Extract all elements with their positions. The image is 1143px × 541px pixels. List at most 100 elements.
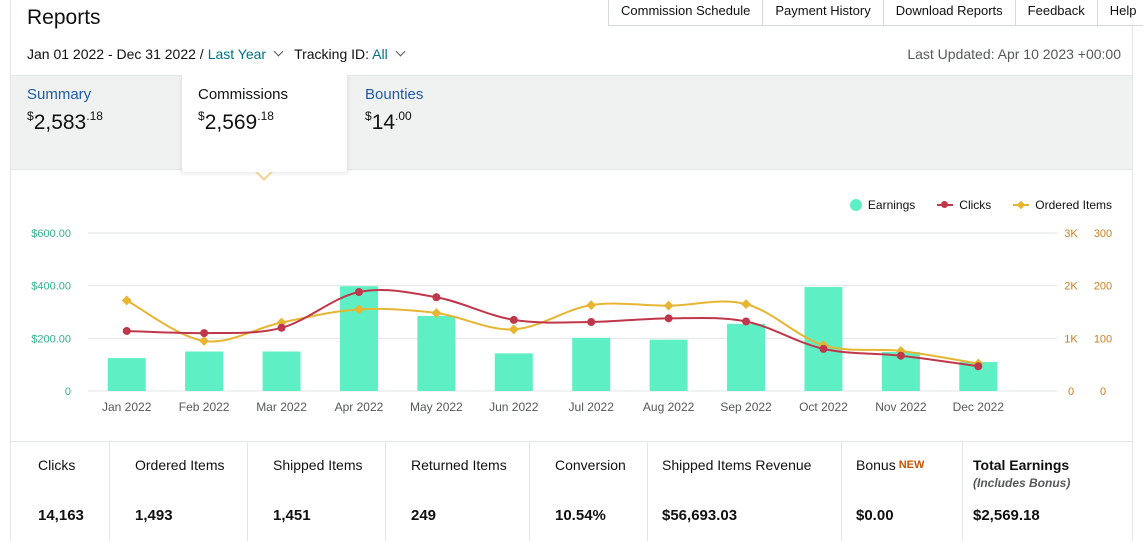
legend-ordered-items-label: Ordered Items [1035,198,1112,212]
nav-payment-history[interactable]: Payment History [763,0,884,25]
x-axis-tick-label: Jan 2022 [102,400,152,414]
right-axis-clicks-tick-label: 2K [1064,281,1078,293]
tab-commissions-label: Commissions [198,86,289,103]
x-axis-tick-label: Apr 2022 [335,400,384,414]
stat-ordered-items: Ordered Items 1,493 [110,442,248,541]
ordered-items-point [741,299,751,310]
clicks-point [432,293,441,302]
earnings-chart: Earnings Clicks Ordered Items 0 0 0 $200.00… [11,171,1132,439]
stat-conversion: Conversion 10.54% [530,442,648,541]
clicks-point [742,317,751,326]
clicks-point [896,351,905,360]
date-range-text: Jan 01 2022 - Dec 31 2022 / [27,46,204,62]
ordered-items-swatch [1013,204,1030,206]
clicks-point [509,315,518,324]
tab-bounties[interactable]: Bounties $14.00 [349,75,519,171]
stat-returned-items: Returned Items 249 [386,442,530,541]
top-navigation: Commission Schedule Payment History Down… [608,0,1143,26]
chevron-down-icon [273,46,284,57]
earnings-bar [649,339,688,391]
tracking-id-filter[interactable]: Tracking ID: All [294,46,406,62]
stat-value: 1,493 [135,507,173,524]
stat-sublabel: (Includes Bonus) [973,476,1071,490]
clicks-line [126,289,979,368]
right-axis-clicks-tick-label: 0 [1068,386,1074,398]
right-axis-items-tick-label: 300 [1094,228,1112,240]
filter-bar: Jan 01 2022 - Dec 31 2022 / Last Year Tr… [27,46,406,62]
ordered-items-point [431,308,442,319]
stat-label: Total Earnings [973,457,1070,473]
clicks-point [974,362,983,371]
legend-clicks[interactable]: Clicks [937,198,991,212]
stat-value: $0.00 [856,507,894,524]
stat-shipped-items: Shipped Items 1,451 [248,442,386,541]
stat-bonus: Bonus NEW $0.00 [842,442,963,541]
legend-earnings-label: Earnings [867,198,916,212]
stat-label: Conversion [555,457,626,473]
nav-download-reports[interactable]: Download Reports [884,0,1016,25]
nav-feedback[interactable]: Feedback [1016,0,1098,25]
x-axis-tick-label: Oct 2022 [799,400,848,414]
clicks-point [587,318,596,327]
stat-label: Shipped Items [273,457,363,473]
stat-value: $56,693.03 [662,507,738,524]
nav-help[interactable]: Help [1109,3,1137,18]
x-axis-tick-label: Feb 2022 [179,400,230,414]
earnings-bar [185,351,224,391]
stat-clicks: Clicks 14,163 [11,442,110,541]
earnings-bar [417,315,456,391]
stat-label: Shipped Items Revenue [662,457,812,473]
tab-commissions-amount: $2,569.18 [198,109,274,134]
right-axis-clicks-tick-label: 1K [1064,333,1078,345]
clicks-point [354,287,363,296]
tab-summary[interactable]: Summary $2,583.18 [11,75,181,171]
left-axis-tick-label: 0 [65,386,71,398]
ordered-items-point [121,295,132,306]
legend-earnings[interactable]: Earnings [849,198,916,212]
date-period-label: Last Year [207,46,267,62]
stat-shipped-items-revenue: Shipped Items Revenue $56,693.03 [648,442,842,541]
legend-ordered-items[interactable]: Ordered Items [1013,198,1112,212]
x-axis-tick-label: Nov 2022 [875,400,927,414]
stat-value: 1,451 [273,507,311,524]
ordered-items-point [663,300,674,311]
earnings-bar [494,353,533,391]
stat-label: Returned Items [411,457,507,473]
x-axis-tick-label: Aug 2022 [643,400,695,414]
date-period-dropdown[interactable]: Last Year [207,46,284,62]
tab-bounties-label: Bounties [365,86,424,103]
right-axis-items-tick-label: 0 [1100,386,1106,398]
stat-total-earnings: Total Earnings (Includes Bonus) $2,569.1… [963,442,1132,541]
stats-row: Clicks 14,163 Ordered Items 1,493 Shippe… [11,441,1132,541]
last-updated-text: Last Updated: Apr 10 2023 +00:00 [907,46,1121,62]
right-axis-items-tick-label: 100 [1094,333,1112,345]
chart-legend: Earnings Clicks Ordered Items [849,198,1112,212]
x-axis-tick-label: Jul 2022 [569,400,615,414]
x-axis-tick-label: Jun 2022 [489,400,539,414]
report-frame [10,0,1133,541]
ordered-items-point [199,336,210,346]
tab-summary-label: Summary [27,86,92,103]
x-axis-tick-label: Dec 2022 [953,400,1005,414]
tracking-id-value: All [372,46,388,62]
stat-label: Bonus NEW [856,457,925,473]
earnings-swatch [849,199,862,211]
left-axis-tick-label: $600.00 [31,228,71,240]
stat-value: 10.54% [555,507,606,524]
left-axis-tick-label: $400.00 [31,281,71,293]
stat-value: 249 [411,507,437,524]
tab-summary-amount: $2,583.18 [27,109,103,134]
earnings-bar [107,358,146,391]
clicks-point [122,326,131,335]
earnings-bar [262,351,301,391]
clicks-point [277,323,286,332]
stat-label: Ordered Items [135,457,225,473]
clicks-point [819,344,828,353]
stat-value: 14,163 [38,507,84,524]
ordered-items-point [508,324,519,335]
tab-commissions[interactable]: Commissions $2,569.18 [181,75,348,172]
nav-commission-schedule[interactable]: Commission Schedule [609,0,764,25]
tracking-id-label: Tracking ID: [294,46,370,62]
x-axis-tick-label: May 2022 [410,400,463,414]
earnings-bar [572,337,611,391]
